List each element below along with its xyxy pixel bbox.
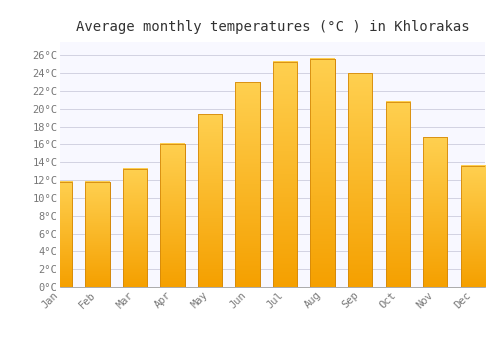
Bar <box>273 62 297 287</box>
Bar <box>160 144 185 287</box>
Bar <box>123 168 148 287</box>
Bar <box>198 114 222 287</box>
Bar <box>160 144 185 287</box>
Bar <box>348 73 372 287</box>
Bar <box>310 59 335 287</box>
Bar <box>48 182 72 287</box>
Bar <box>310 59 335 287</box>
Bar <box>273 62 297 287</box>
Title: Average monthly temperatures (°C ) in Khlorakas: Average monthly temperatures (°C ) in Kh… <box>76 20 469 34</box>
Bar <box>236 82 260 287</box>
Bar <box>386 102 410 287</box>
Bar <box>386 102 410 287</box>
Bar <box>48 182 72 287</box>
Bar <box>348 73 372 287</box>
Bar <box>123 168 148 287</box>
Bar <box>236 82 260 287</box>
Bar <box>423 137 448 287</box>
Bar <box>423 137 448 287</box>
Bar <box>460 166 485 287</box>
Bar <box>86 182 110 287</box>
Bar <box>86 182 110 287</box>
Bar <box>460 166 485 287</box>
Bar <box>198 114 222 287</box>
